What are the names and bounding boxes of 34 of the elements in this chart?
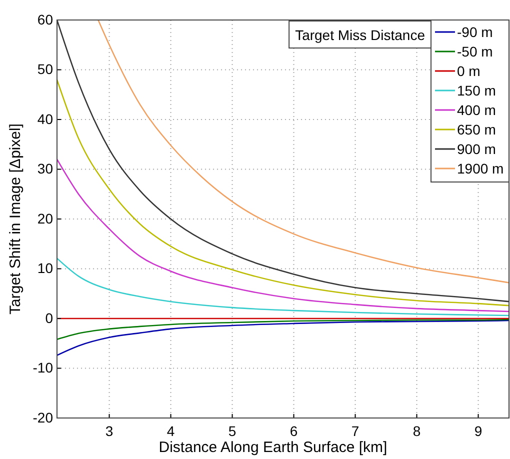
legend-title: Target Miss Distance <box>295 27 426 43</box>
line-series <box>56 158 510 312</box>
x-tick-label: 9 <box>474 422 482 439</box>
x-tick-label: 4 <box>166 422 175 439</box>
x-tick-label: 7 <box>351 422 360 439</box>
legend-label: 150 m <box>457 82 496 98</box>
line-series <box>98 19 510 284</box>
y-tick-label: 20 <box>37 210 54 226</box>
y-tick-label: 60 <box>37 11 54 28</box>
y-tick-label: -20 <box>32 409 54 426</box>
line-series <box>56 320 510 356</box>
legend-label: 0 m <box>457 63 480 79</box>
legend-label: 1900 m <box>457 160 504 176</box>
x-axis-title: Distance Along Earth Surface [km] <box>158 439 388 456</box>
y-tick-label: -10 <box>32 360 54 376</box>
legend-label: 400 m <box>457 102 496 118</box>
y-tick-label: 40 <box>37 110 54 127</box>
y-tick-label: 0 <box>45 310 54 326</box>
x-tick-label: 3 <box>105 422 114 439</box>
line-series <box>56 318 510 340</box>
x-tick-label: 8 <box>412 422 421 439</box>
line-series <box>56 79 510 306</box>
y-tick-label: 30 <box>37 160 54 177</box>
y-tick-label: 50 <box>37 61 54 78</box>
line-series <box>56 258 510 316</box>
x-tick-label: 5 <box>228 422 236 439</box>
line-series <box>56 19 510 302</box>
legend-label: -90 m <box>457 24 493 40</box>
legend-label: 650 m <box>457 122 496 138</box>
y-tick-label: 10 <box>37 260 54 276</box>
legend-label: 900 m <box>457 141 496 157</box>
y-axis-title: Target Shift in Image [Δpixel] <box>7 124 24 314</box>
x-tick-label: 6 <box>290 422 298 439</box>
legend-label: -50 m <box>457 44 493 60</box>
